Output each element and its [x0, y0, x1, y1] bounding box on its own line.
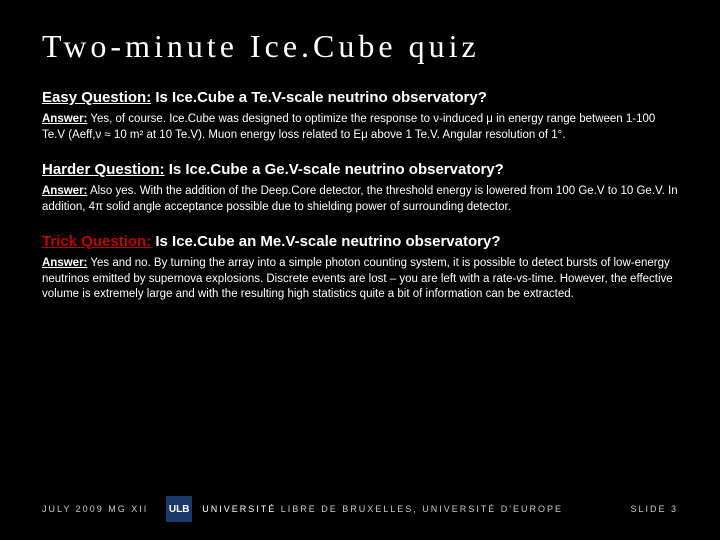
trick-question-text: Is Ice.Cube an Me.V-scale neutrino obser… [155, 233, 500, 250]
trick-answer-text: Yes and no. By turning the array into a … [42, 257, 673, 300]
trick-question-label: Trick Question: [42, 233, 151, 250]
footer-affiliation: UNIVERSITÉ LIBRE DE BRUXELLES, UNIVERSIT… [202, 503, 630, 516]
easy-answer-label: Answer: [42, 113, 87, 125]
harder-question-label: Harder Question: [42, 161, 165, 178]
trick-question: Trick Question: Is Ice.Cube an Me.V-scal… [42, 233, 678, 250]
harder-question-text: Is Ice.Cube a Ge.V-scale neutrino observ… [169, 161, 504, 178]
footer-affiliation-rest: LIBRE DE BRUXELLES, UNIVERSITÉ D'EUROPE [276, 504, 563, 514]
slide-number: SLIDE 3 [630, 504, 678, 514]
trick-answer: Answer: Yes and no. By turning the array… [42, 256, 678, 303]
easy-question-text: Is Ice.Cube a Te.V-scale neutrino observ… [155, 89, 487, 106]
slide-content: Two-minute Ice.Cube quiz Easy Question: … [0, 0, 720, 303]
trick-answer-label: Answer: [42, 257, 87, 269]
harder-answer-label: Answer: [42, 185, 87, 197]
easy-answer-text: Yes, of course. Ice.Cube was designed to… [42, 113, 655, 141]
slide-title: Two-minute Ice.Cube quiz [42, 28, 678, 65]
ulb-logo: ULB [166, 496, 192, 522]
easy-answer: Answer: Yes, of course. Ice.Cube was des… [42, 112, 678, 143]
footer-date: JULY 2009 MG XII [42, 504, 148, 514]
easy-question: Easy Question: Is Ice.Cube a Te.V-scale … [42, 89, 678, 106]
footer-affiliation-hl: UNIVERSITÉ [202, 504, 276, 514]
footer: JULY 2009 MG XII ULB UNIVERSITÉ LIBRE DE… [42, 496, 678, 522]
easy-question-label: Easy Question: [42, 89, 151, 106]
harder-question: Harder Question: Is Ice.Cube a Ge.V-scal… [42, 161, 678, 178]
harder-answer-text: Also yes. With the addition of the Deep.… [42, 185, 678, 213]
harder-answer: Answer: Also yes. With the addition of t… [42, 184, 678, 215]
